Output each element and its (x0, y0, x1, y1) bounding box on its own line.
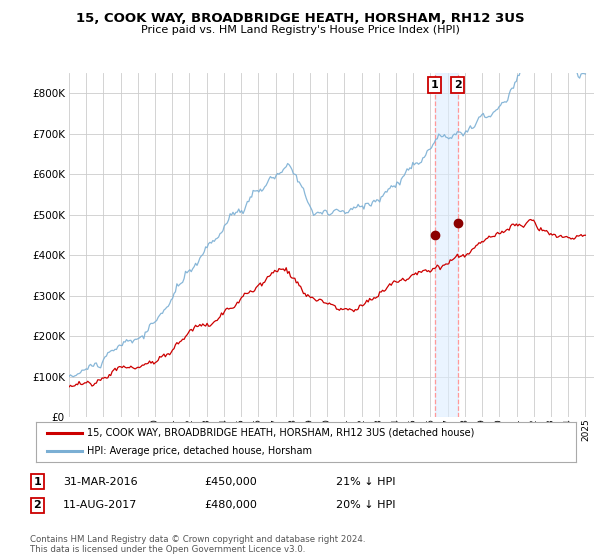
Text: 15, COOK WAY, BROADBRIDGE HEATH, HORSHAM, RH12 3US (detached house): 15, COOK WAY, BROADBRIDGE HEATH, HORSHAM… (88, 428, 475, 437)
Text: £480,000: £480,000 (204, 500, 257, 510)
Text: 15, COOK WAY, BROADBRIDGE HEATH, HORSHAM, RH12 3US: 15, COOK WAY, BROADBRIDGE HEATH, HORSHAM… (76, 12, 524, 25)
Text: 31-MAR-2016: 31-MAR-2016 (63, 477, 137, 487)
Text: 21% ↓ HPI: 21% ↓ HPI (336, 477, 395, 487)
Text: Price paid vs. HM Land Registry's House Price Index (HPI): Price paid vs. HM Land Registry's House … (140, 25, 460, 35)
Text: 1: 1 (34, 477, 41, 487)
Text: 2: 2 (454, 80, 461, 90)
Text: £450,000: £450,000 (204, 477, 257, 487)
Text: 2: 2 (34, 500, 41, 510)
Text: 1: 1 (431, 80, 439, 90)
Text: HPI: Average price, detached house, Horsham: HPI: Average price, detached house, Hors… (88, 446, 313, 456)
Bar (435, 73, 458, 417)
Text: Contains HM Land Registry data © Crown copyright and database right 2024.
This d: Contains HM Land Registry data © Crown c… (30, 535, 365, 554)
Text: 20% ↓ HPI: 20% ↓ HPI (336, 500, 395, 510)
Text: 11-AUG-2017: 11-AUG-2017 (63, 500, 137, 510)
